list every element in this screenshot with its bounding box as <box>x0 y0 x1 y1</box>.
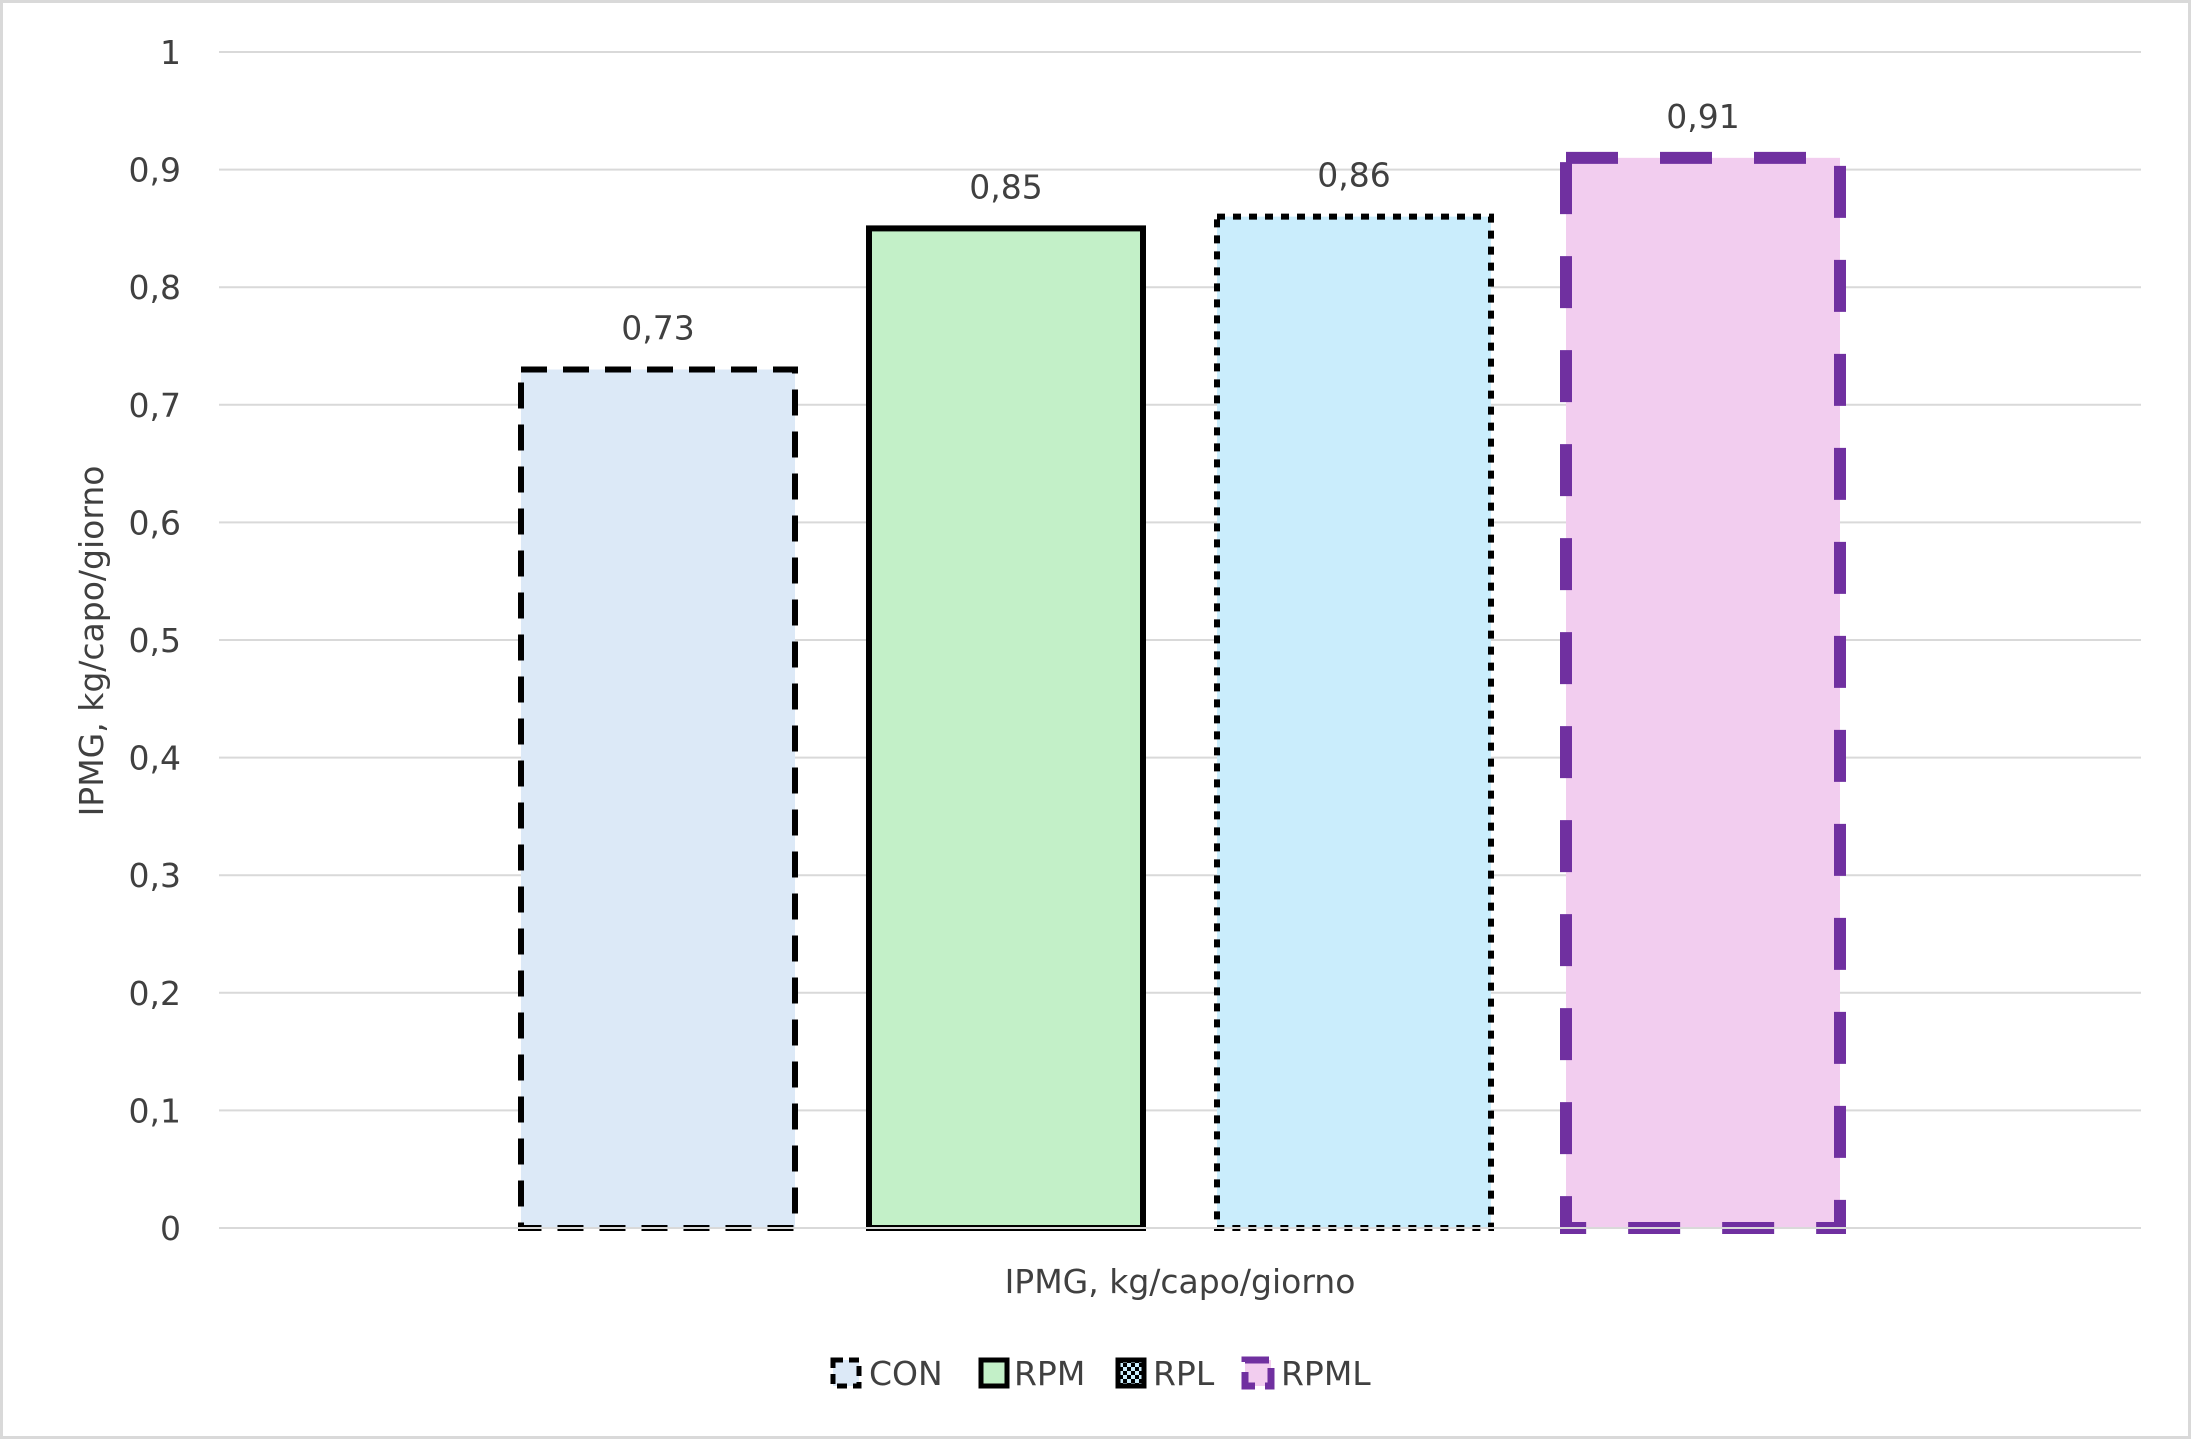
y-tick-label: 0,1 <box>129 1091 181 1130</box>
legend-label-rpl: RPL <box>1153 1354 1215 1393</box>
legend-swatch-rpml <box>1241 1356 1275 1390</box>
legend-item-rpml: RPML <box>1241 1354 1371 1393</box>
data-label-con: 0,73 <box>621 309 694 348</box>
bar-rpm <box>866 225 1146 1231</box>
data-label-rpl: 0,86 <box>1317 156 1390 195</box>
y-tick-label: 0,5 <box>129 621 181 660</box>
legend-item-rpl: RPL <box>1115 1354 1215 1393</box>
legend-swatch-rpl <box>1115 1357 1147 1389</box>
bar-rpl <box>1214 213 1494 1231</box>
y-tick-label: 1 <box>160 33 181 72</box>
y-tick-label: 0 <box>160 1209 181 1248</box>
data-label-rpm: 0,85 <box>969 167 1042 206</box>
bar-chart: 00,10,20,30,40,50,60,70,80,91 0,730,85 0,… <box>72 33 2141 1393</box>
legend-swatch-rpm <box>978 1357 1010 1389</box>
y-axis-title: IPMG, kg/capo/giorno <box>72 466 111 817</box>
gridlines <box>219 51 2141 1229</box>
y-tick-label: 0,6 <box>129 503 181 542</box>
y-tick-label: 0,4 <box>129 739 181 778</box>
legend-item-con: CON <box>830 1354 943 1393</box>
bar-rpml <box>1560 151 1846 1235</box>
legend-label-rpml: RPML <box>1281 1354 1371 1393</box>
legend-label-con: CON <box>869 1354 943 1393</box>
bar-con <box>518 366 798 1231</box>
legend-item-rpm: RPM <box>978 1354 1085 1393</box>
legend-label-rpm: RPM <box>1014 1354 1085 1393</box>
legend: CON RPM RPL RPML <box>830 1354 1371 1393</box>
y-axis-tick-labels: 0 0,1 0,2 0,3 0,4 0,5 0,6 0,7 0,8 0,9 1 <box>129 33 181 1248</box>
y-tick-label: 0,2 <box>129 974 181 1013</box>
data-label-rpml: 0,91 <box>1666 97 1739 136</box>
y-tick-label: 0,8 <box>129 268 181 307</box>
bars <box>219 151 2141 1235</box>
y-tick-label: 0,3 <box>129 856 181 895</box>
y-tick-label: 0,7 <box>129 386 181 425</box>
x-axis-title: IPMG, kg/capo/giorno <box>1005 1262 1356 1301</box>
legend-swatch-con <box>830 1357 862 1389</box>
data-labels: 0,73 0,85 0,86 0,91 <box>621 97 1739 348</box>
y-tick-label: 0,9 <box>129 151 181 190</box>
